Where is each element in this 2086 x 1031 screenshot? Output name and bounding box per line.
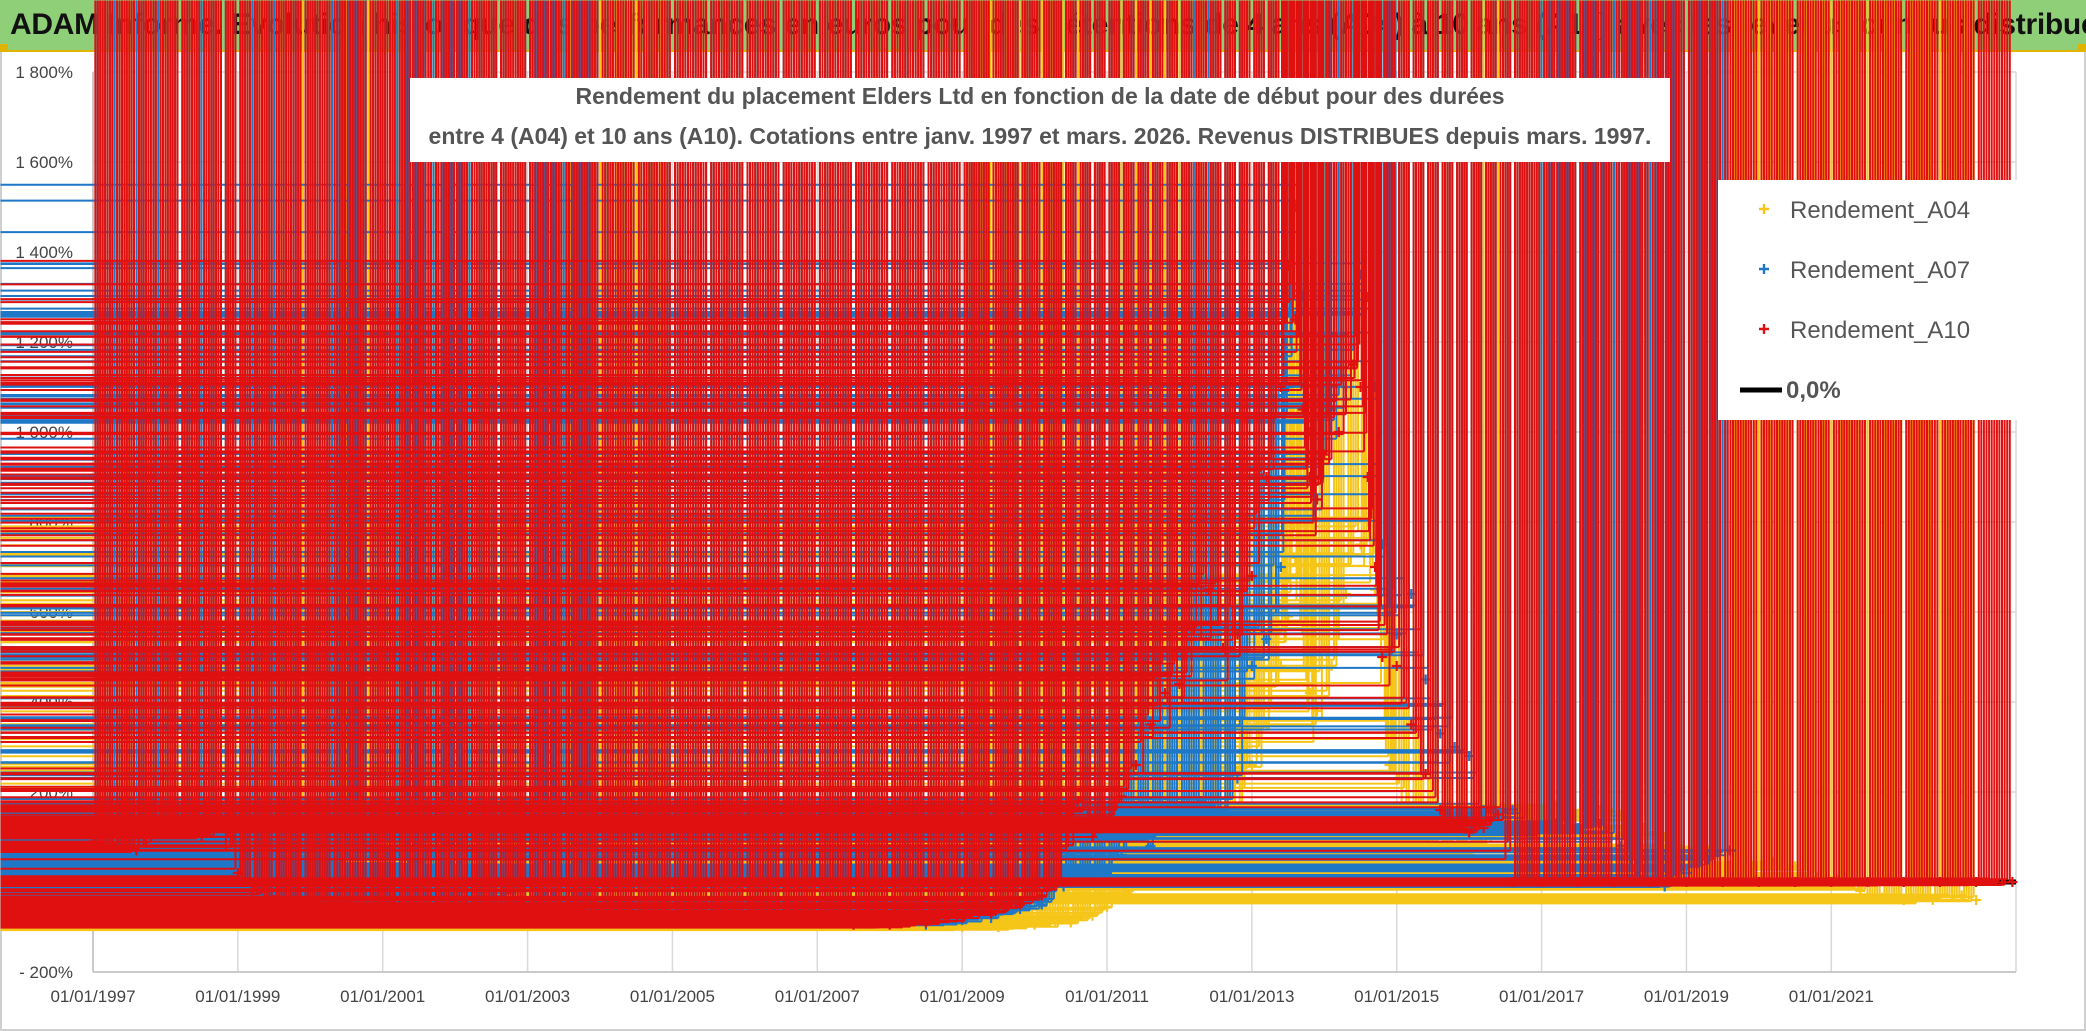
- x-tick-label: 01/01/2015: [1354, 987, 1439, 1006]
- banner-corner-left: [0, 44, 8, 52]
- data-point: [1435, 728, 1446, 739]
- chart-title: Rendement du placement Elders Ltd en fon…: [410, 78, 1670, 162]
- data-point: [1391, 661, 1402, 671]
- banner-corner-right: [2078, 44, 2086, 52]
- y-tick-label: 1 400%: [15, 243, 73, 262]
- data-point: [1406, 719, 1417, 730]
- x-tick-label: 01/01/2005: [630, 987, 715, 1006]
- legend-marker: [1759, 324, 1769, 334]
- x-tick-label: 01/01/1997: [50, 987, 135, 1006]
- legend-item: Rendement_A04: [1759, 197, 1970, 224]
- legend: Rendement_A04 Rendement_A07 Rendement_A10 0…: [1718, 180, 2018, 420]
- chart-title-background: [410, 78, 1670, 162]
- x-tick-label: 01/01/2007: [775, 987, 860, 1006]
- x-tick-label: 01/01/2003: [485, 987, 570, 1006]
- data-point: [1377, 652, 1388, 662]
- chart-title-line2: entre 4 (A04) et 10 ans (A10). Cotations…: [429, 123, 1652, 149]
- legend-background: [1718, 180, 2018, 420]
- y-tick-label: 1 800%: [15, 63, 73, 82]
- legend-item: Rendement_A07: [1759, 257, 1970, 284]
- legend-marker: [1759, 204, 1769, 214]
- legend-item: Rendement_A10: [1759, 317, 1970, 344]
- x-tick-label: 01/01/2013: [1209, 987, 1294, 1006]
- legend-item: 0,0%: [1740, 377, 1841, 404]
- x-tick-labels: 01/01/1997 01/01/1999 01/01/2001 01/01/2003…: [50, 987, 1873, 1006]
- x-tick-label: 01/01/2001: [340, 987, 425, 1006]
- x-tick-label: 01/01/2017: [1499, 987, 1584, 1006]
- data-point: [1420, 674, 1431, 685]
- x-tick-label: 01/01/1999: [195, 987, 280, 1006]
- legend-label: Rendement_A07: [1790, 257, 1970, 284]
- x-tick-label: 01/01/2021: [1789, 987, 1874, 1006]
- data-point: [1971, 895, 1982, 905]
- series-point-cloud: [0, 0, 2011, 929]
- data-point: [1406, 589, 1417, 599]
- x-tick-label: 01/01/2019: [1644, 987, 1729, 1006]
- y-tick-label: - 200%: [19, 963, 73, 982]
- legend-label: Rendement_A10: [1790, 317, 1970, 344]
- legend-label: 0,0%: [1786, 377, 1841, 404]
- legend-marker: [1759, 264, 1769, 274]
- chart-title-line1: Rendement du placement Elders Ltd en fon…: [575, 83, 1504, 109]
- x-tick-label: 01/01/2011: [1065, 987, 1149, 1006]
- x-tick-label: 01/01/2009: [920, 987, 1005, 1006]
- chart-frame: [0, 52, 2086, 1031]
- legend-label: Rendement_A04: [1790, 197, 1970, 224]
- y-tick-label: 1 600%: [15, 153, 73, 172]
- series-Rendement_A10: [0, 0, 2018, 930]
